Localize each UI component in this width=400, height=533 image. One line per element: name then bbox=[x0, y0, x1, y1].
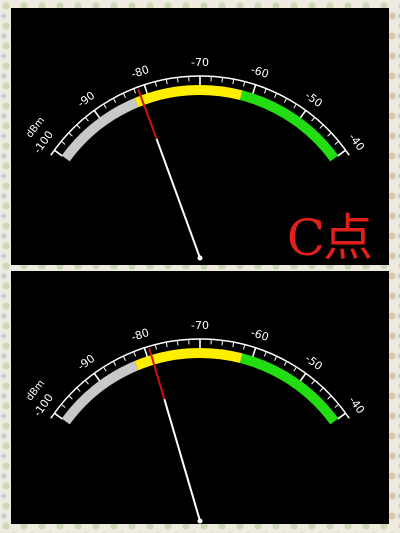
major-tick bbox=[299, 109, 307, 119]
minor-tick bbox=[232, 342, 235, 348]
minor-tick bbox=[293, 366, 297, 372]
needle bbox=[163, 398, 201, 522]
major-tick bbox=[299, 372, 307, 382]
major-tick bbox=[337, 149, 347, 157]
minor-tick bbox=[283, 361, 288, 366]
needle-tip bbox=[137, 88, 158, 140]
minor-tick bbox=[283, 98, 288, 103]
needle-tip bbox=[148, 348, 166, 400]
minor-tick bbox=[334, 403, 340, 408]
minor-tick bbox=[103, 366, 107, 372]
scale-label: -80 bbox=[130, 63, 151, 81]
minor-tick bbox=[103, 103, 107, 109]
minor-tick bbox=[133, 88, 137, 94]
minor-tick bbox=[122, 92, 126, 98]
scale-label: -50 bbox=[303, 89, 325, 110]
major-tick bbox=[251, 347, 257, 358]
major-tick bbox=[93, 372, 101, 382]
major-tick bbox=[53, 412, 63, 420]
minor-tick bbox=[68, 132, 73, 137]
minor-tick bbox=[319, 124, 324, 129]
minor-tick bbox=[243, 344, 246, 350]
minor-tick bbox=[112, 98, 117, 103]
zone-good bbox=[239, 90, 339, 162]
minor-tick bbox=[165, 79, 168, 85]
scale-label: -90 bbox=[75, 352, 97, 373]
minor-tick bbox=[263, 88, 267, 94]
scale-label: -40 bbox=[346, 394, 367, 416]
major-tick bbox=[93, 109, 101, 119]
minor-tick bbox=[122, 355, 126, 361]
minor-tick bbox=[60, 140, 66, 145]
minor-tick bbox=[293, 103, 297, 109]
minor-tick bbox=[327, 132, 332, 137]
scale-label: -70 bbox=[191, 56, 209, 69]
minor-tick bbox=[221, 77, 224, 83]
minor-tick bbox=[176, 340, 179, 346]
major-tick bbox=[143, 347, 149, 358]
minor-tick bbox=[176, 77, 179, 83]
scale-label: -70 bbox=[191, 319, 209, 332]
minor-tick bbox=[232, 79, 235, 85]
point-label: C点 bbox=[286, 209, 373, 265]
zone-weak bbox=[61, 98, 139, 162]
minor-tick bbox=[334, 140, 340, 145]
minor-tick bbox=[76, 387, 81, 392]
minor-tick bbox=[327, 395, 332, 400]
minor-tick bbox=[311, 116, 316, 122]
minor-tick bbox=[274, 92, 278, 98]
needle-pivot bbox=[197, 518, 203, 524]
minor-tick bbox=[76, 124, 81, 129]
minor-tick bbox=[263, 351, 267, 357]
minor-tick bbox=[165, 342, 168, 348]
zone-fair bbox=[134, 348, 243, 371]
minor-tick bbox=[154, 344, 157, 350]
minor-tick bbox=[112, 361, 117, 366]
scale-label: -40 bbox=[346, 131, 367, 153]
major-tick bbox=[53, 149, 63, 157]
meter-panel-top: -100 -90 -80 -70 -60 -50 -40 dBm C点 bbox=[11, 8, 389, 265]
minor-tick bbox=[68, 395, 73, 400]
major-tick bbox=[143, 84, 149, 95]
scale-label: -50 bbox=[303, 352, 325, 373]
minor-tick bbox=[243, 81, 246, 87]
minor-tick bbox=[84, 379, 89, 385]
major-tick bbox=[337, 412, 347, 420]
needle-pivot bbox=[197, 255, 203, 261]
minor-tick bbox=[154, 81, 157, 87]
zone-fair bbox=[134, 85, 243, 108]
scale-label: -60 bbox=[249, 63, 270, 81]
minor-tick bbox=[311, 379, 316, 385]
minor-tick bbox=[133, 351, 137, 357]
zone-weak bbox=[61, 361, 139, 425]
scale-label: -90 bbox=[75, 89, 97, 110]
needle bbox=[155, 138, 201, 259]
minor-tick bbox=[274, 355, 278, 361]
minor-tick bbox=[60, 403, 66, 408]
minor-tick bbox=[319, 387, 324, 392]
zone-good bbox=[239, 353, 339, 425]
minor-tick bbox=[84, 116, 89, 122]
scale-label: -80 bbox=[130, 326, 151, 344]
scale-label: -60 bbox=[249, 326, 270, 344]
minor-tick bbox=[221, 340, 224, 346]
major-tick bbox=[251, 84, 257, 95]
meter-panel-bottom: -100 -90 -80 -70 -60 -50 -40 dBm bbox=[11, 271, 389, 524]
